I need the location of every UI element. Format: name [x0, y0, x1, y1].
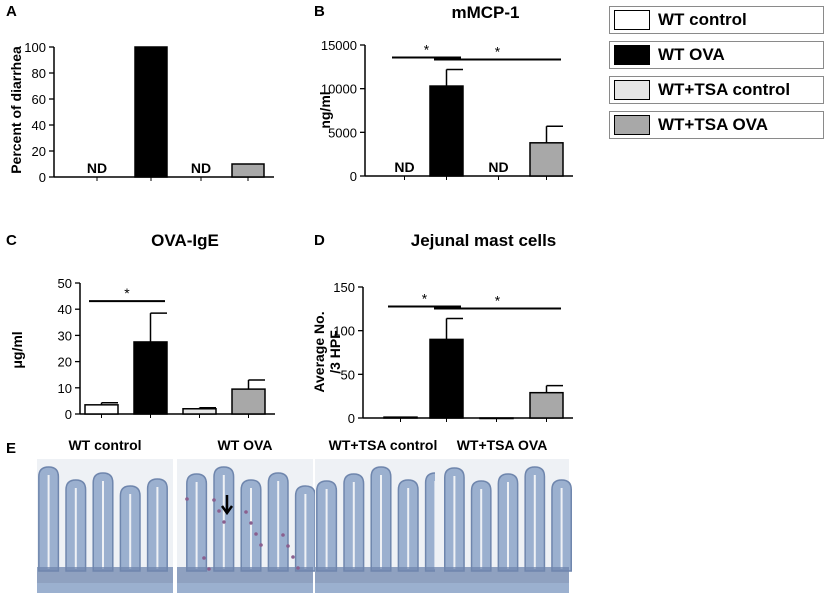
y-tick-label: 20 [58, 355, 72, 370]
y-tick-label: 40 [32, 118, 46, 133]
micrograph-image [315, 459, 451, 593]
legend-item: WT+TSA control [609, 76, 824, 104]
bar-0 [84, 404, 119, 415]
micrograph-title: WT+TSA control [328, 437, 438, 453]
legend-label: WT control [658, 10, 747, 29]
significance-star: * [495, 43, 501, 59]
significance-star: * [422, 290, 428, 306]
significance-star: * [495, 292, 501, 308]
y-axis-label: Percent of diarrhea [8, 46, 24, 174]
panel-letter: E [6, 440, 17, 457]
y-axis-label: μg/ml [9, 331, 25, 368]
panel-letter: A [6, 3, 17, 20]
micrograph-image [177, 459, 315, 593]
nd-label: ND [394, 159, 414, 175]
micrograph-title: WT+TSA OVA [456, 437, 548, 453]
bar-2 [182, 408, 217, 415]
nd-label: ND [191, 160, 211, 176]
significance-star: * [424, 41, 430, 57]
legend-swatch [614, 10, 650, 30]
bar-3 [231, 163, 265, 178]
nd-label: ND [87, 160, 107, 176]
chart-panel-c: C OVA-IgE 0 10 20 30 40 50 μg/ml * [6, 231, 275, 422]
arrow-icon [220, 495, 234, 516]
bar-0 [383, 416, 418, 419]
legend-item: WT control [609, 6, 824, 34]
chart-panel-d: D Jejunal mast cells 0 50 100 150 Average No./… [311, 231, 573, 426]
micrograph-image [435, 459, 572, 593]
y-tick-label: 60 [32, 92, 46, 107]
y-tick-label: 0 [350, 169, 357, 184]
y-tick-label: 40 [58, 302, 72, 317]
y-tick-label: 50 [58, 276, 72, 291]
legend-label: WT+TSA OVA [658, 115, 769, 134]
legend-swatch [614, 115, 650, 135]
y-tick-label: 0 [65, 407, 72, 422]
micrograph-title: WT control [68, 437, 142, 453]
y-axis-label: ng/ml [317, 91, 333, 128]
y-tick-label: 10000 [321, 82, 357, 97]
chart-title: mMCP-1 [451, 3, 519, 22]
y-tick-label: 5000 [328, 125, 357, 140]
y-tick-label: 0 [39, 170, 46, 185]
legend-swatch [614, 80, 650, 100]
bar-1 [133, 341, 168, 415]
y-tick-label: 100 [333, 324, 355, 339]
legend-item: WT+TSA OVA [609, 111, 824, 139]
bar-3 [529, 142, 564, 177]
y-tick-label: 10 [58, 381, 72, 396]
legend-swatch [614, 45, 650, 65]
panel-letter: B [314, 3, 325, 20]
bar-1 [134, 46, 168, 178]
panel-letter: D [314, 232, 325, 249]
y-tick-label: 30 [58, 328, 72, 343]
y-tick-label: 150 [333, 280, 355, 295]
chart-title: OVA-IgE [151, 231, 219, 250]
bar-1 [429, 338, 464, 419]
y-tick-label: 80 [32, 66, 46, 81]
nd-label: ND [488, 159, 508, 175]
y-tick-label: 0 [348, 411, 355, 426]
y-tick-label: 15000 [321, 38, 357, 53]
micrograph-image [37, 459, 173, 593]
legend-label: WT+TSA control [658, 80, 791, 99]
y-axis-label: Average No./3 HPF [311, 311, 343, 392]
bar-2 [479, 417, 514, 420]
legend-label: WT OVA [658, 45, 725, 64]
y-tick-label: 100 [24, 40, 46, 55]
micrograph-title: WT OVA [217, 437, 273, 453]
panel-letter: C [6, 232, 17, 249]
significance-star: * [124, 285, 130, 301]
chart-title: Jejunal mast cells [411, 231, 557, 250]
legend: WT control WT OVA WT+TSA control WT+TSA OVA [609, 6, 824, 146]
y-tick-label: 50 [341, 367, 355, 382]
bar-3 [231, 388, 266, 415]
bar-3 [529, 391, 564, 419]
bar-1 [429, 85, 464, 177]
y-tick-label: 20 [32, 144, 46, 159]
legend-item: WT OVA [609, 41, 824, 69]
